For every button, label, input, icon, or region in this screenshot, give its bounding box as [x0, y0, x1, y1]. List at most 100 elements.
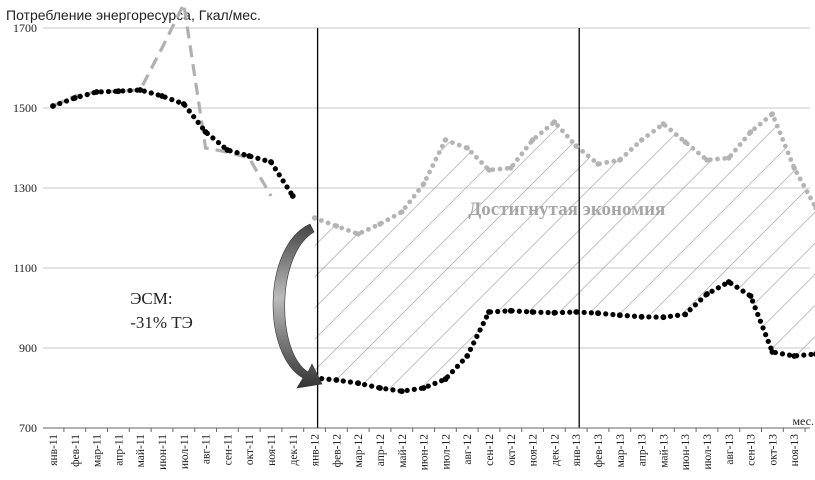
series-point — [551, 309, 558, 316]
x-tick-label: мар-11 — [92, 434, 104, 467]
series-point — [617, 157, 623, 163]
series-point — [268, 159, 274, 165]
series-point — [442, 137, 449, 143]
series-point — [638, 313, 645, 320]
series-point — [202, 129, 209, 135]
series-point — [399, 209, 405, 215]
x-tick-label: авг-12 — [462, 434, 474, 465]
x-tick-label: июл-13 — [702, 434, 714, 470]
y-tick-label: 1500 — [13, 101, 37, 115]
series-point — [115, 88, 122, 95]
x-tick-label: янв-11 — [48, 434, 60, 466]
x-tick-label: апр-12 — [375, 434, 387, 466]
series-point — [50, 103, 56, 109]
series-point — [791, 165, 797, 171]
x-tick-label: окт-12 — [506, 434, 518, 466]
x-tick-label: мар-12 — [353, 434, 365, 468]
x-tick-label: апр-13 — [637, 434, 649, 466]
series-point — [769, 349, 776, 355]
x-tick-label: окт-11 — [244, 434, 256, 465]
series-point — [507, 307, 514, 314]
y-tick-label: 700 — [19, 421, 37, 435]
series-point — [704, 157, 710, 163]
series-point — [529, 309, 536, 315]
reduction-arrow-icon — [272, 223, 323, 389]
x-tick-label: авг-13 — [724, 434, 736, 465]
x-tick-label: май-13 — [658, 434, 670, 468]
savings-hatched-area — [314, 114, 815, 392]
x-tick-label: фев-11 — [70, 434, 82, 467]
x-tick-label: июл-11 — [179, 434, 191, 469]
x-tick-label: сен-11 — [222, 434, 234, 466]
x-tick-label: ноя-13 — [789, 434, 801, 467]
annotation-percent: -31% ТЭ — [130, 313, 193, 332]
series-point — [333, 223, 340, 229]
series-point — [333, 377, 340, 383]
x-tick-label: ноя-12 — [528, 434, 540, 467]
series-point — [442, 376, 449, 383]
series-point — [573, 309, 580, 315]
series-point — [726, 155, 732, 161]
series-point — [486, 309, 492, 315]
series-dotted-line-2 — [312, 110, 815, 237]
series-point — [377, 385, 383, 391]
y-tick-label: 1700 — [13, 21, 37, 35]
x-tick-label: фев-13 — [593, 434, 605, 468]
series-point — [159, 93, 165, 99]
series-point — [747, 129, 754, 135]
series-point — [398, 388, 405, 395]
series-point — [137, 87, 144, 93]
x-tick-label: май-12 — [397, 434, 409, 468]
series-point — [420, 181, 427, 187]
series-point — [660, 314, 667, 321]
series-point — [224, 147, 231, 153]
y-tick-label: 1300 — [13, 181, 37, 195]
x-tick-label: окт-13 — [767, 434, 779, 466]
series-point — [180, 101, 187, 107]
series-point — [616, 312, 623, 319]
series-point — [682, 311, 689, 318]
series-point — [595, 310, 601, 317]
series-point — [769, 111, 776, 117]
series-point — [355, 231, 361, 237]
series-point — [595, 161, 601, 167]
series-point — [551, 119, 558, 125]
x-axis-ticks: янв-11 фев-11 мар-11 апр-11 май-11 июн-11 июл-… — [48, 428, 806, 470]
series-point — [529, 137, 536, 143]
series-point — [71, 95, 78, 101]
series-point — [660, 121, 667, 127]
series-point — [725, 279, 732, 285]
x-tick-label: сен-12 — [484, 434, 496, 466]
series-point — [508, 165, 514, 171]
series-point — [682, 139, 688, 145]
series-point — [747, 293, 754, 299]
chart-title: Потребление энергоресурса, Гкал/мес. — [6, 7, 261, 23]
x-axis-unit: мес. — [792, 414, 814, 428]
series-point — [704, 291, 710, 297]
x-tick-label: мар-13 — [615, 434, 627, 468]
x-tick-label: июн-13 — [680, 434, 692, 470]
data-series — [50, 0, 815, 395]
series-point — [377, 221, 383, 227]
x-tick-label: апр-11 — [113, 434, 125, 466]
x-tick-label: дек-12 — [549, 434, 561, 466]
series-point — [289, 193, 296, 199]
year-divider-lines — [316, 28, 580, 428]
series-line-0 — [52, 0, 273, 197]
x-tick-label: сен-13 — [746, 434, 758, 466]
y-tick-label: 900 — [19, 341, 37, 355]
y-axis-ticks: 700 900 1100 1300 1500 1700 — [13, 21, 37, 435]
series-point — [486, 167, 492, 173]
x-tick-label: июн-11 — [157, 434, 169, 470]
series-point — [464, 353, 471, 359]
series-point — [246, 153, 253, 159]
x-tick-label: май-11 — [135, 434, 147, 468]
series-point — [638, 137, 645, 143]
x-tick-label: янв-12 — [310, 434, 322, 466]
x-tick-label: фев-12 — [331, 434, 343, 468]
series-point — [93, 89, 100, 95]
x-tick-label: ноя-11 — [266, 434, 278, 466]
series-point — [464, 145, 470, 151]
series-point — [573, 143, 579, 149]
